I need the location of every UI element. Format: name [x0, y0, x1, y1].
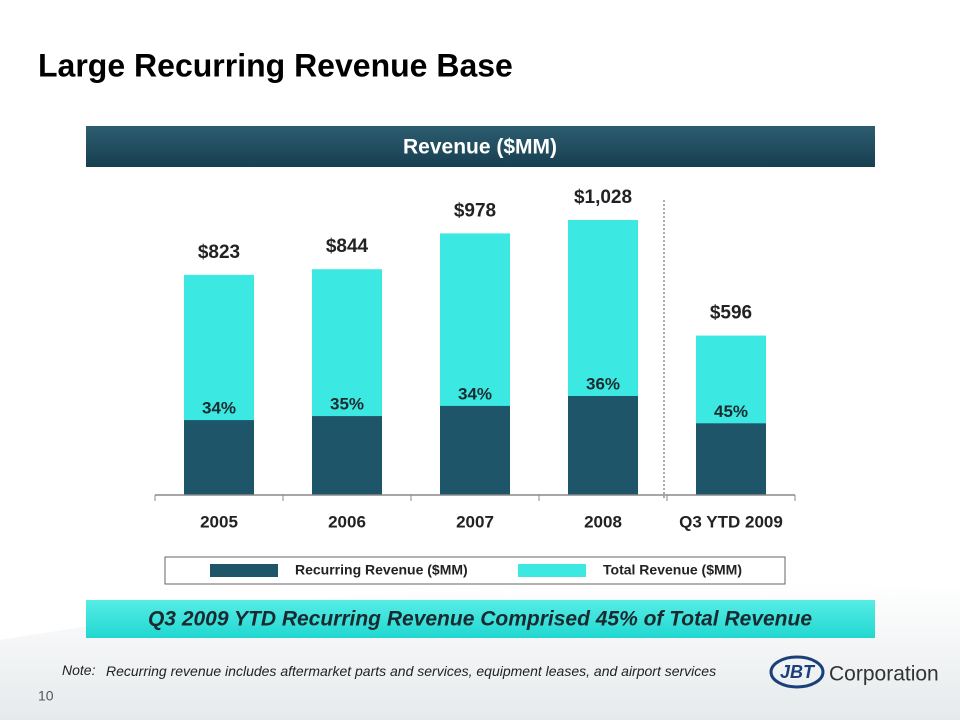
legend-label: Recurring Revenue ($MM) — [295, 562, 468, 578]
legend-swatch — [518, 564, 586, 577]
x-tick-label: 2005 — [200, 512, 238, 531]
data-label: $844 — [326, 236, 369, 257]
legend-items: Recurring Revenue ($MM) Total Revenue ($M… — [210, 562, 742, 578]
data-label: 35% — [330, 395, 364, 414]
bar — [696, 423, 766, 495]
logo-text: Corporation — [829, 663, 939, 686]
bar — [184, 420, 254, 495]
slide-title: Large Recurring Revenue Base — [38, 47, 513, 83]
data-label: 36% — [586, 375, 620, 394]
data-label: $823 — [198, 242, 240, 263]
legend-label: Total Revenue ($MM) — [603, 562, 742, 578]
page-number: 10 — [38, 688, 54, 704]
banner — [86, 600, 875, 638]
bar — [568, 396, 638, 495]
x-tick-label: 2006 — [328, 512, 366, 531]
x-tick-label: 2007 — [456, 512, 494, 531]
note-text: Recurring revenue includes aftermarket p… — [106, 663, 717, 679]
plot: 34% 35% 34% 36% 45% $823 $844 $978 $1,028 $596 200… — [154, 187, 796, 531]
bar — [312, 416, 382, 495]
banner-text: Q3 2009 YTD Recurring Revenue Comprised … — [148, 608, 812, 631]
note: Note: Recurring revenue includes afterma… — [62, 662, 752, 680]
data-label: $596 — [710, 303, 752, 324]
data-label: 45% — [714, 402, 748, 421]
chart-header — [86, 126, 875, 167]
data-label: $978 — [454, 200, 496, 221]
legend-swatch — [210, 564, 278, 577]
logo-mark: JBT — [780, 662, 816, 682]
bar — [440, 405, 510, 495]
logo-oval — [769, 655, 825, 689]
chart-title: Revenue ($MM) — [403, 136, 557, 159]
x-tick-label: Q3 YTD 2009 — [679, 512, 783, 531]
data-label: $1,028 — [574, 187, 632, 208]
data-label: 34% — [458, 384, 492, 403]
note-label: Note: — [62, 662, 96, 678]
data-label: 34% — [202, 399, 236, 418]
x-tick-label: 2008 — [584, 512, 622, 531]
